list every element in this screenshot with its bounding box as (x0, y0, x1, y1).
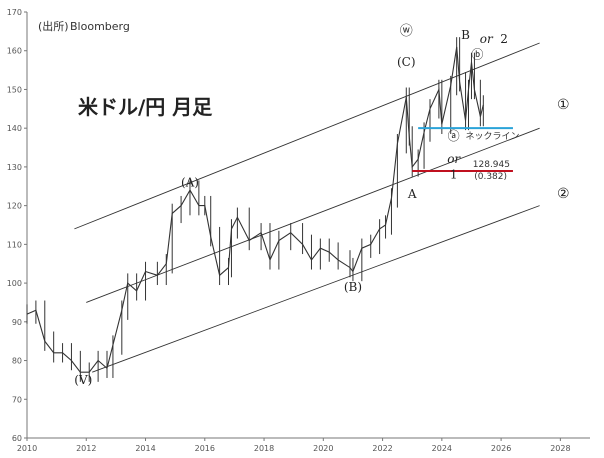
wave-label: or (480, 32, 494, 46)
source-name: Bloomberg (70, 20, 130, 33)
x-tick-label: 2022 (372, 444, 392, 453)
support-value: 128.945 (473, 160, 510, 170)
y-axis-ticks: 60 70 80 90 100 110 120 130 140 150 160 170 (7, 8, 27, 443)
channel-line (92, 205, 540, 373)
y-tick-label: 70 (12, 395, 22, 404)
channel-line (74, 42, 540, 230)
wave-label: (B) (344, 280, 362, 294)
wave-label: B (461, 28, 470, 42)
x-tick-label: 2028 (550, 444, 570, 453)
x-tick-label: 2018 (254, 444, 274, 453)
y-tick-label: 120 (7, 202, 22, 211)
channel-line (86, 127, 540, 303)
x-tick-label: 2026 (491, 444, 511, 453)
wave-annotations: (A) (V) (B) (C) ⓦ A B or 2 ⓑ ⓐ or 1 ① ② (74, 24, 569, 387)
y-tick-label: 170 (7, 8, 22, 17)
chart-title: 米ドル/円 月足 (78, 95, 213, 119)
y-tick-label: 160 (7, 47, 22, 56)
x-tick-label: 2014 (135, 444, 155, 453)
neckline-label: ネックライン (466, 131, 520, 142)
wave-label: (V) (74, 373, 92, 387)
wave-label: 1 (450, 168, 458, 182)
y-tick-label: 140 (7, 124, 22, 133)
wave-label: ⓐ (448, 129, 460, 143)
y-tick-label: 130 (7, 163, 22, 172)
y-tick-label: 90 (12, 318, 22, 327)
wave-label: or (447, 152, 461, 166)
wave-label: ⓦ (400, 24, 413, 39)
y-tick-label: 60 (12, 434, 22, 443)
level-lines: ネックライン 128.945 (0.382) (412, 127, 520, 182)
y-tick-label: 100 (7, 279, 22, 288)
support-ratio: (0.382) (474, 172, 507, 182)
source-label: (出所) (38, 19, 69, 33)
y-tick-label: 150 (7, 85, 22, 94)
x-tick-label: 2010 (17, 444, 37, 453)
axes (26, 12, 590, 439)
y-tick-label: 110 (7, 240, 22, 249)
wave-label: 2 (500, 32, 508, 46)
wave-label: (A) (181, 175, 199, 189)
wave-label: A (407, 187, 417, 201)
channel-lines (74, 42, 540, 373)
x-tick-label: 2016 (195, 444, 215, 453)
wave-label: ② (557, 186, 570, 202)
wave-label: (C) (397, 55, 416, 69)
x-tick-label: 2012 (76, 444, 96, 453)
price-line (26, 46, 484, 373)
wave-label: ⓑ (471, 47, 483, 61)
x-tick-label: 2024 (432, 444, 452, 453)
y-tick-label: 80 (12, 357, 22, 366)
price-series (26, 37, 484, 382)
x-axis-ticks: 2010 2012 2014 2016 2018 2020 2022 2024 2026 2028 (17, 438, 571, 453)
wave-label: ① (557, 97, 570, 113)
x-tick-label: 2020 (313, 444, 333, 453)
